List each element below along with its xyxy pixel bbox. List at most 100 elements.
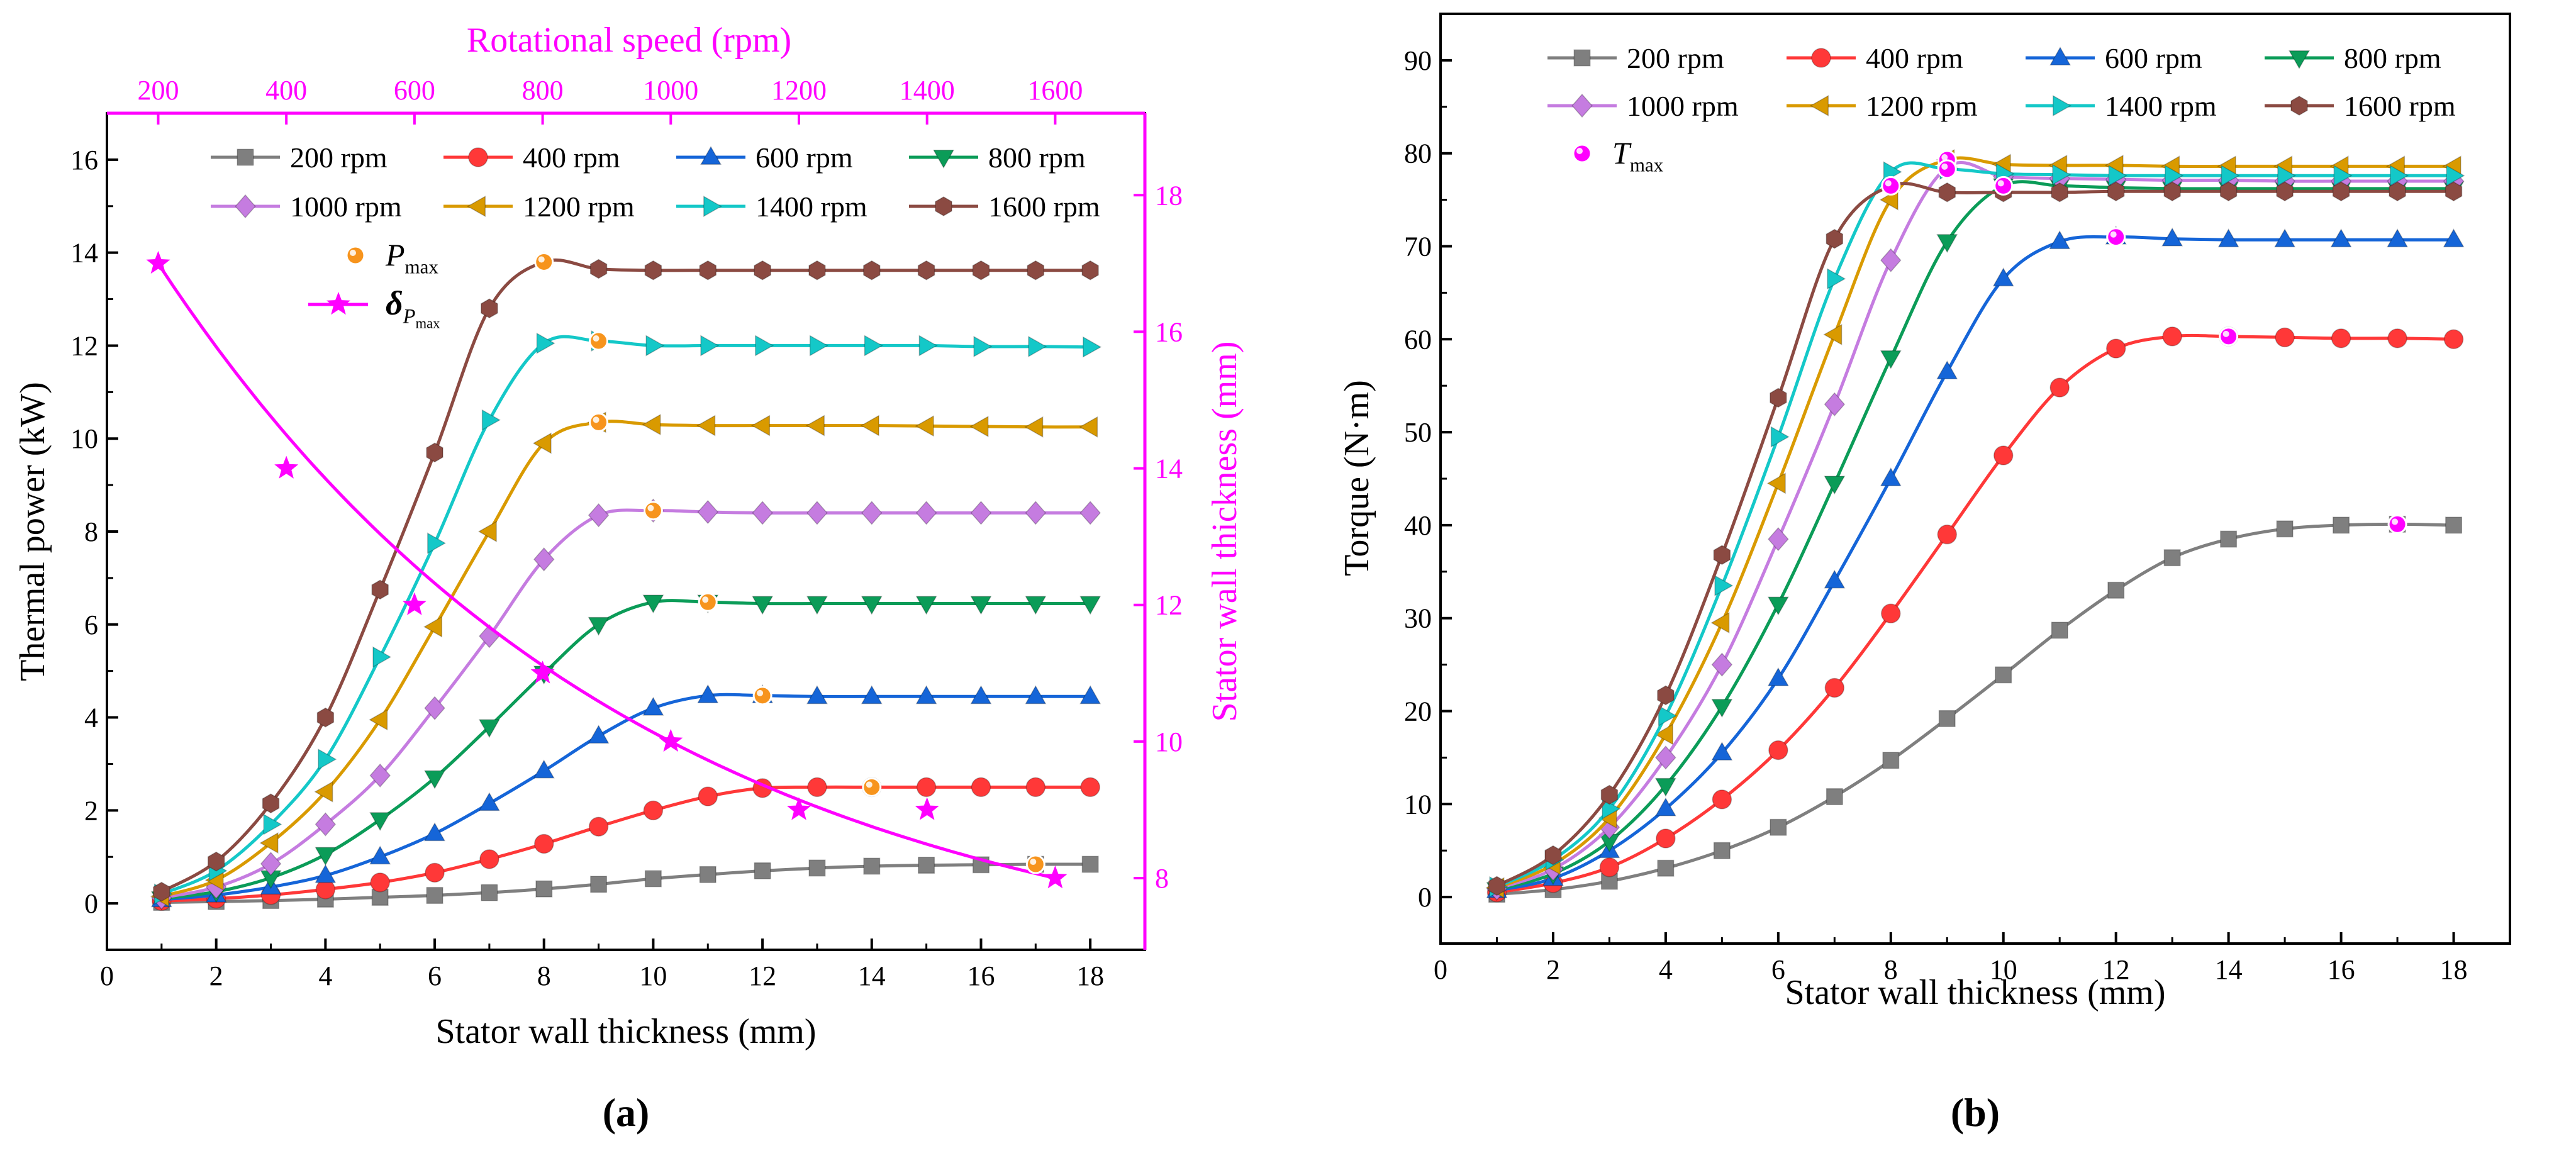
y-tick-label: 60 xyxy=(1404,324,1432,355)
data-point-400-rpm xyxy=(2331,328,2351,348)
x-tick-label: 16 xyxy=(967,961,995,991)
data-point-800-rpm xyxy=(1824,476,1846,495)
data-point-800-rpm xyxy=(478,719,500,738)
panel-a-label: (a) xyxy=(603,1090,650,1135)
data-point-1600-rpm xyxy=(1600,784,1619,805)
legend-marker xyxy=(933,150,955,169)
y-tick-label: 8 xyxy=(84,516,98,547)
data-point-800-rpm xyxy=(424,770,446,789)
data-point-200-rpm xyxy=(590,876,608,893)
data-point-1600-rpm xyxy=(1488,876,1506,896)
max-point xyxy=(862,777,882,797)
y-tick-label: 20 xyxy=(1404,696,1432,727)
panel-a-delta-layer xyxy=(146,250,1068,889)
data-point-600-rpm xyxy=(478,792,500,811)
legend-label: 800 rpm xyxy=(988,142,1086,174)
legend-label: 200 rpm xyxy=(290,142,388,174)
data-point-1600-rpm xyxy=(1657,685,1675,706)
series-line-400-rpm xyxy=(1497,333,2454,894)
y2-tick-label: 18 xyxy=(1155,180,1183,211)
data-point-1000-rpm xyxy=(1655,745,1676,770)
data-point-400-rpm xyxy=(1881,603,1901,624)
panel-a-y-ticks: 0 2 4 6 8 10 12 14 16 xyxy=(70,145,118,919)
legend-max-marker-highlight xyxy=(1576,148,1583,154)
max-point xyxy=(2387,514,2407,534)
data-point-1400-rpm xyxy=(2390,165,2409,187)
data-point-600-rpm xyxy=(369,845,391,865)
x2-tick-label: 600 xyxy=(394,75,435,106)
data-point-1200-rpm xyxy=(314,781,333,803)
data-point-1000-rpm xyxy=(806,501,828,525)
data-point-1200-rpm xyxy=(969,416,989,438)
legend-marker xyxy=(703,196,723,218)
data-point-600-rpm xyxy=(1936,360,1958,380)
data-point-200-rpm xyxy=(699,866,716,883)
panel-a-x2-axis-label: Rotational speed (rpm) xyxy=(467,21,791,60)
data-point-1600-rpm xyxy=(1081,260,1099,281)
delta-point xyxy=(530,660,555,684)
series-line-1200-rpm xyxy=(1496,156,2454,889)
data-point-800-rpm xyxy=(642,594,664,614)
max-point xyxy=(589,331,609,351)
data-point-1600-rpm xyxy=(2219,181,2238,202)
data-point-1400-rpm xyxy=(918,335,938,357)
data-point-400-rpm xyxy=(425,862,445,883)
max-point-highlight xyxy=(538,256,545,263)
data-point-1600-rpm xyxy=(589,259,608,279)
data-point-400-rpm xyxy=(2443,329,2464,350)
legend-marker xyxy=(1573,49,1591,67)
data-point-600-rpm xyxy=(2387,228,2409,248)
data-point-1600-rpm xyxy=(153,881,170,902)
delta-point xyxy=(274,455,299,479)
data-point-200-rpm xyxy=(1657,859,1675,877)
data-point-1600-rpm xyxy=(2051,182,2068,203)
data-point-1200-rpm xyxy=(751,415,771,437)
legend-marker xyxy=(237,148,254,166)
data-point-200-rpm xyxy=(1882,752,1900,769)
data-point-200-rpm xyxy=(918,857,935,874)
data-point-1200-rpm xyxy=(860,415,879,437)
panel-b-x-axis-label: Stator wall thickness (mm) xyxy=(1785,973,2165,1012)
legend-label: 600 rpm xyxy=(2105,42,2202,74)
data-point-800-rpm xyxy=(752,596,774,615)
data-point-600-rpm xyxy=(2443,228,2465,248)
data-point-1400-rpm xyxy=(809,335,828,357)
panel-a-x-axis-label: Stator wall thickness (mm) xyxy=(435,1012,816,1051)
max-point xyxy=(1881,175,1901,196)
data-point-1000-rpm xyxy=(588,503,610,528)
max-point-highlight xyxy=(2222,330,2229,337)
max-point xyxy=(589,412,609,432)
data-point-400-rpm xyxy=(479,849,499,869)
data-point-600-rpm xyxy=(1079,685,1101,705)
x-tick-label: 16 xyxy=(2328,954,2355,985)
data-point-800-rpm xyxy=(1880,350,1902,369)
data-point-400-rpm xyxy=(1824,677,1845,698)
data-point-800-rpm xyxy=(1767,596,1789,616)
data-point-1000-rpm xyxy=(1880,248,1902,272)
data-point-200-rpm xyxy=(1081,855,1099,873)
data-point-200-rpm xyxy=(2163,549,2181,567)
legend-max-marker xyxy=(1572,143,1592,164)
delta-curve xyxy=(157,262,1056,880)
data-point-400-rpm xyxy=(1993,445,2014,465)
x-tick-label: 12 xyxy=(2102,954,2130,985)
data-point-1600-rpm xyxy=(1770,387,1787,408)
data-point-600-rpm xyxy=(1711,741,1733,761)
delta-point xyxy=(146,250,170,274)
legend-marker xyxy=(2290,96,2308,116)
data-point-1400-rpm xyxy=(2221,165,2240,187)
data-point-600-rpm xyxy=(424,822,446,842)
series-line-1600-rpm xyxy=(1496,182,2454,888)
x-tick-label: 0 xyxy=(1434,954,1447,985)
data-point-600-rpm xyxy=(315,864,337,883)
data-point-600-rpm xyxy=(861,685,883,705)
legend-label: 1600 rpm xyxy=(2344,90,2456,122)
data-point-1400-rpm xyxy=(372,646,392,668)
data-point-1600-rpm xyxy=(808,260,826,281)
delta-point xyxy=(787,797,811,820)
data-point-1600-rpm xyxy=(1826,228,1844,249)
data-point-800-rpm xyxy=(861,596,883,615)
data-point-400-rpm xyxy=(971,777,991,798)
legend-label: 1400 rpm xyxy=(2105,90,2217,122)
data-point-1400-rpm xyxy=(755,335,774,357)
